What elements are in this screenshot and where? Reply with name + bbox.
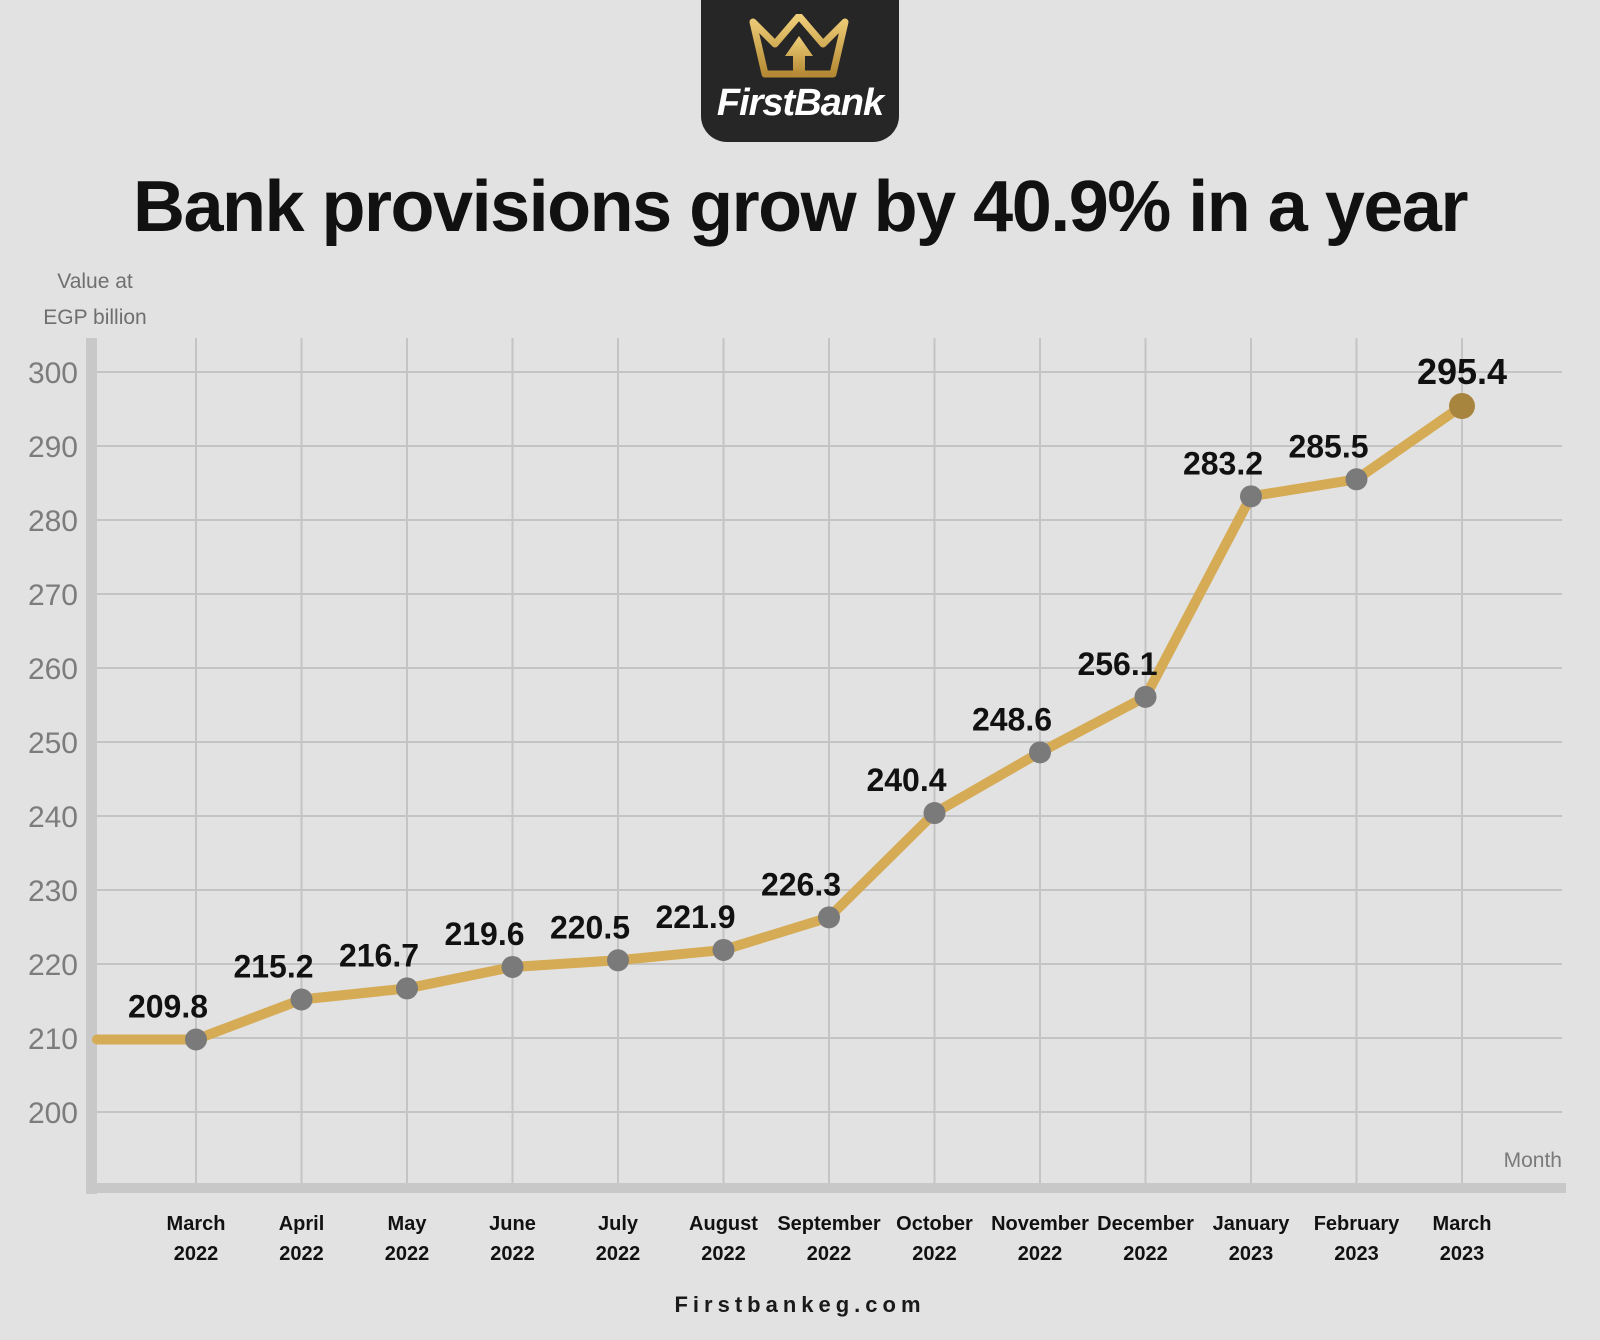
data-point-marker <box>501 955 524 978</box>
x-tick-labels: March 2022 April 2022 May 2022 June 2022 July 202… <box>167 1213 1492 1265</box>
y-tick-label: 270 <box>28 579 78 612</box>
y-tick-label: 200 <box>28 1097 78 1130</box>
x-tick-label-month: February <box>1314 1213 1400 1235</box>
data-label: 285.5 <box>1288 428 1368 464</box>
data-point-marker <box>923 802 946 825</box>
brand-logo: FirstBank <box>701 0 899 142</box>
x-tick-label-month: April <box>279 1213 325 1235</box>
x-tick-label-year: 2022 <box>701 1243 746 1265</box>
data-point-marker <box>818 906 840 929</box>
y-tick-label: 230 <box>28 875 78 908</box>
x-tick-label-month: March <box>167 1213 226 1235</box>
x-tick-label-year: 2023 <box>1229 1243 1274 1265</box>
data-label: 256.1 <box>1077 646 1157 682</box>
data-label: 248.6 <box>972 701 1052 737</box>
markers <box>185 393 1475 1051</box>
x-tick-label-year: 2022 <box>912 1243 957 1265</box>
x-tick-label-year: 2022 <box>1018 1243 1063 1265</box>
data-labels: 209.8 215.2 216.7 219.6 220.5 221.9 226.3 240.4… <box>128 351 1507 1024</box>
data-label: 240.4 <box>866 762 946 798</box>
y-axis-label-line-1: Value at <box>57 270 133 293</box>
y-tick-label: 220 <box>28 949 78 982</box>
y-tick-label: 250 <box>28 727 78 760</box>
y-tick-label: 300 <box>28 357 78 390</box>
brand-name: FirstBank <box>716 82 884 124</box>
data-label: 216.7 <box>339 937 419 973</box>
x-tick-label-month: July <box>598 1213 639 1235</box>
data-label: 215.2 <box>233 949 313 985</box>
data-point-marker <box>1029 741 1051 764</box>
x-tick-label-year: 2022 <box>1123 1243 1168 1265</box>
data-point-marker-latest <box>1449 393 1475 420</box>
y-axis-line <box>86 338 97 1194</box>
data-point-marker <box>712 938 735 961</box>
x-tick-label-month: October <box>896 1213 973 1235</box>
y-tick-label: 290 <box>28 431 78 464</box>
data-point-marker <box>1345 468 1368 491</box>
y-tick-label: 280 <box>28 505 78 538</box>
x-tick-label-month: September <box>777 1213 881 1235</box>
y-tick-label: 210 <box>28 1023 78 1056</box>
x-tick-label-year: 2022 <box>279 1243 324 1265</box>
crown-icon <box>749 14 849 78</box>
x-tick-label-year: 2022 <box>807 1243 852 1265</box>
data-label: 226.3 <box>761 866 841 902</box>
y-axis-label: Value at EGP billion <box>30 264 160 336</box>
x-tick-label-year: 2022 <box>174 1243 219 1265</box>
x-tick-label-month: August <box>689 1213 758 1235</box>
grid-lines <box>97 338 1562 1183</box>
x-axis-line <box>86 1183 1566 1193</box>
data-point-marker <box>607 949 629 972</box>
y-tick-label: 260 <box>28 653 78 686</box>
data-point-marker <box>1134 685 1157 708</box>
data-point-marker <box>290 988 313 1011</box>
data-point-marker <box>1240 485 1262 508</box>
data-label: 219.6 <box>444 916 524 952</box>
data-label: 283.2 <box>1183 445 1263 481</box>
y-tick-labels: 200 210 220 230 240 250 260 270 280 290 300 <box>28 357 78 1130</box>
x-tick-label-month: December <box>1097 1213 1194 1235</box>
y-tick-label: 240 <box>28 801 78 834</box>
chart-title: Bank provisions grow by 40.9% in a year <box>132 167 1469 247</box>
x-tick-label-month: June <box>489 1213 536 1235</box>
x-axis-label: Month <box>1504 1149 1562 1172</box>
x-tick-label-month: March <box>1433 1213 1492 1235</box>
data-point-marker <box>396 977 418 1000</box>
data-point-marker <box>185 1028 207 1051</box>
x-tick-label-month: November <box>991 1213 1089 1235</box>
x-tick-label-year: 2022 <box>596 1243 641 1265</box>
y-axis-label-line-2: EGP billion <box>43 306 147 329</box>
x-tick-label-year: 2023 <box>1334 1243 1379 1265</box>
data-label: 295.4 <box>1417 351 1507 392</box>
x-tick-label-year: 2022 <box>490 1243 535 1265</box>
data-label: 221.9 <box>655 899 735 935</box>
x-tick-label-year: 2022 <box>385 1243 430 1265</box>
x-tick-label-month: January <box>1213 1213 1291 1235</box>
x-tick-label-year: 2023 <box>1440 1243 1485 1265</box>
data-label: 209.8 <box>128 988 208 1024</box>
website-footer: Firstbankeg.com <box>674 1292 926 1317</box>
x-tick-label-month: May <box>388 1213 428 1235</box>
data-label: 220.5 <box>550 909 630 945</box>
